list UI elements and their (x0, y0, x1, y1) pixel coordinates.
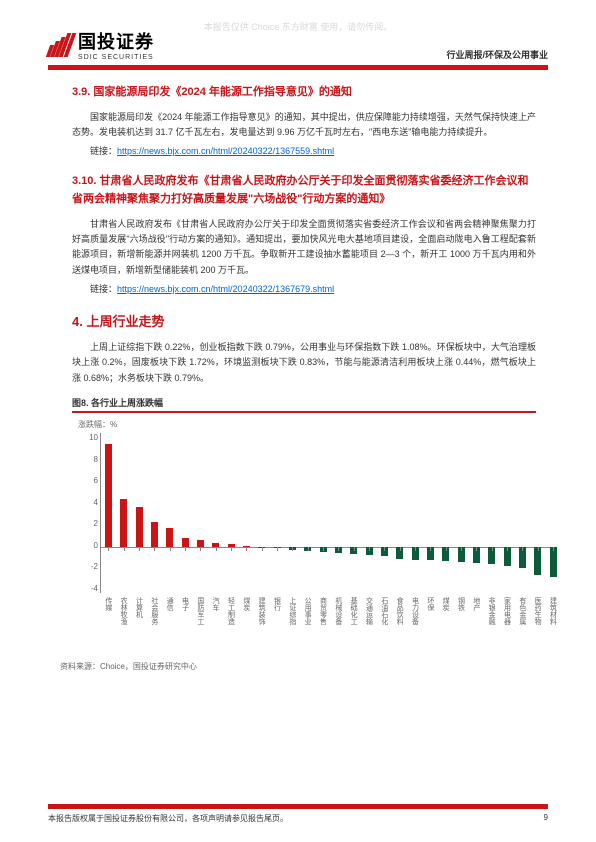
x-tick-label: 汽车 (210, 597, 220, 611)
chart-source: 资料来源：Choice，国投证券研究中心 (60, 661, 536, 672)
page-content: 国投证券 SDIC SECURITIES 行业周报/环保及公用事业 3.9. 国… (0, 0, 596, 672)
x-tick-label: 传媒 (103, 597, 113, 611)
chart-bar (182, 538, 189, 547)
x-tick-label: 建筑材料 (548, 597, 558, 625)
link-label: 链接： (90, 284, 117, 294)
section4-body: 上周上证综指下跌 0.22%，创业板指数下跌 0.79%，公用事业与环保指数下跌… (72, 340, 536, 386)
plot-area (100, 433, 550, 593)
chart-bar (136, 507, 143, 547)
chart-area: 涨跌幅：% 10 8 6 4 2 0 -2 -4 传媒农林牧渔计算机社会服务通信电子国防军工汽… (60, 419, 560, 659)
x-tick-label: 交通运输 (364, 597, 374, 625)
chart-header: 图8. 各行业上周涨跌幅 (72, 396, 536, 409)
y-axis-unit: 涨跌幅：% (78, 419, 117, 430)
x-tick-label: 社会服务 (149, 597, 159, 625)
body-content: 3.9. 国家能源局印发《2024 年能源工作指导意见》的通知 国家能源局印发《… (48, 84, 548, 672)
y-tick-label: 2 (94, 519, 98, 528)
x-tick-label: 非银金融 (486, 597, 496, 625)
x-tick-label: 煤炭 (440, 597, 450, 611)
y-tick-label: 8 (94, 455, 98, 464)
section-link[interactable]: https://news.bjx.com.cn/html/20240322/13… (117, 284, 334, 294)
y-axis: 10 8 6 4 2 0 -2 -4 (78, 433, 98, 593)
y-tick-label: 10 (89, 433, 98, 442)
chart-title: 图8. 各行业上周涨跌幅 (72, 396, 163, 409)
y-tick-label: -4 (91, 584, 98, 593)
x-tick-label: 食品饮料 (394, 597, 404, 625)
link-line: 链接：https://news.bjx.com.cn/html/20240322… (72, 282, 536, 297)
x-tick-label: 机械设备 (333, 597, 343, 625)
x-tick-label: 医药生物 (532, 597, 542, 625)
x-tick-label: 建筑装饰 (256, 597, 266, 625)
section-link[interactable]: https://news.bjx.com.cn/html/20240322/13… (117, 146, 334, 156)
x-tick-label: 银行 (272, 597, 282, 611)
chart-bar (120, 499, 127, 547)
x-tick-label: 轻工制造 (226, 597, 236, 625)
x-tick-label: 国防军工 (195, 597, 205, 625)
x-tick-label: 上证综指 (287, 597, 297, 625)
x-axis-labels: 传媒农林牧渔计算机社会服务通信电子国防军工汽车轻工制造煤炭建筑装饰银行上证综指公… (100, 597, 550, 655)
section-body: 国家能源局印发《2024 年能源工作指导意见》的通知，其中提出，供应保障能力持续… (72, 110, 536, 141)
section-body: 甘肃省人民政府发布《甘肃省人民政府办公厅关于印发全面贯彻落实省委经济工作会议和省… (72, 217, 536, 278)
x-tick-label: 钢铁 (456, 597, 466, 611)
chart-bar (550, 547, 557, 577)
x-tick-label: 电力设备 (410, 597, 420, 625)
page-footer: 本报告版权属于国投证券股份有限公司，各项声明请参见报告尾页。 9 (48, 804, 548, 824)
x-tick-label: 煤炭 (241, 597, 251, 611)
section-heading: 3.9. 国家能源局印发《2024 年能源工作指导意见》的通知 (72, 84, 536, 102)
chart-bar (166, 528, 173, 547)
section-heading: 3.10. 甘肃省人民政府发布《甘肃省人民政府办公厅关于印发全面贯彻落实省委经济… (72, 173, 536, 208)
x-tick-label: 电子 (180, 597, 190, 611)
x-tick-label: 商贸零售 (318, 597, 328, 625)
chart-bar (534, 547, 541, 574)
x-tick-label: 石油石化 (379, 597, 389, 625)
chart-bar (197, 540, 204, 547)
logo-mark-icon (48, 33, 72, 57)
link-label: 链接： (90, 146, 117, 156)
footer-page-number: 9 (544, 813, 548, 824)
x-tick-label: 地产 (471, 597, 481, 611)
x-tick-label: 通信 (164, 597, 174, 611)
logo-text-cn: 国投证券 (78, 28, 154, 54)
watermark-text: 本报告仅供 Choice 东方财富 使用，请勿传阅。 (204, 20, 393, 33)
chart-divider (72, 411, 536, 413)
logo-text-en: SDIC SECURITIES (78, 54, 154, 61)
x-tick-label: 家用电器 (502, 597, 512, 625)
header-category: 行业周报/环保及公用事业 (446, 48, 548, 61)
x-tick-label: 有色金属 (517, 597, 527, 625)
x-tick-label: 计算机 (134, 597, 144, 618)
logo-text-block: 国投证券 SDIC SECURITIES (78, 28, 154, 61)
logo: 国投证券 SDIC SECURITIES (48, 28, 154, 61)
section4-heading: 4. 上周行业走势 (72, 311, 536, 330)
link-line: 链接：https://news.bjx.com.cn/html/20240322… (72, 144, 536, 159)
footer-left: 本报告版权属于国投证券股份有限公司，各项声明请参见报告尾页。 (48, 813, 288, 824)
x-tick-label: 公用事业 (302, 597, 312, 625)
x-tick-label: 基础化工 (348, 597, 358, 625)
y-tick-label: 6 (94, 476, 98, 485)
page-header: 国投证券 SDIC SECURITIES 行业周报/环保及公用事业 (48, 28, 548, 70)
y-tick-label: -2 (91, 562, 98, 571)
y-tick-label: 4 (94, 498, 98, 507)
x-tick-label: 农林牧渔 (118, 597, 128, 625)
x-tick-label: 环保 (425, 597, 435, 611)
chart-bar (105, 444, 112, 547)
chart-bar (151, 522, 158, 547)
y-tick-label: 0 (94, 541, 98, 550)
